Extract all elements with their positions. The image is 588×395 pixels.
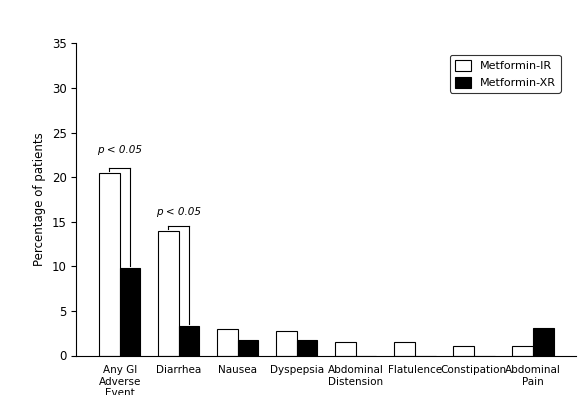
Bar: [335, 342, 356, 356]
Text: Medscape®: Medscape®: [12, 11, 95, 24]
Bar: [217, 329, 238, 356]
Bar: [158, 231, 179, 356]
Bar: [297, 340, 318, 356]
Bar: [453, 346, 474, 356]
Text: p < 0.05: p < 0.05: [156, 207, 201, 217]
Bar: [276, 331, 297, 356]
Bar: [179, 326, 199, 356]
Legend: Metformin-IR, Metformin-XR: Metformin-IR, Metformin-XR: [450, 55, 561, 92]
Text: Source: Curr Med Res Opin © 2004 Librapharm Limited: Source: Curr Med Res Opin © 2004 Libraph…: [305, 376, 576, 386]
Bar: [99, 173, 120, 356]
Bar: [512, 346, 533, 356]
Bar: [394, 342, 415, 356]
Bar: [533, 328, 553, 356]
Bar: [238, 340, 259, 356]
Y-axis label: Percentage of patients: Percentage of patients: [34, 133, 46, 266]
Bar: [120, 268, 141, 356]
Text: www.medscape.com: www.medscape.com: [229, 11, 359, 24]
Text: p < 0.05: p < 0.05: [97, 145, 142, 155]
